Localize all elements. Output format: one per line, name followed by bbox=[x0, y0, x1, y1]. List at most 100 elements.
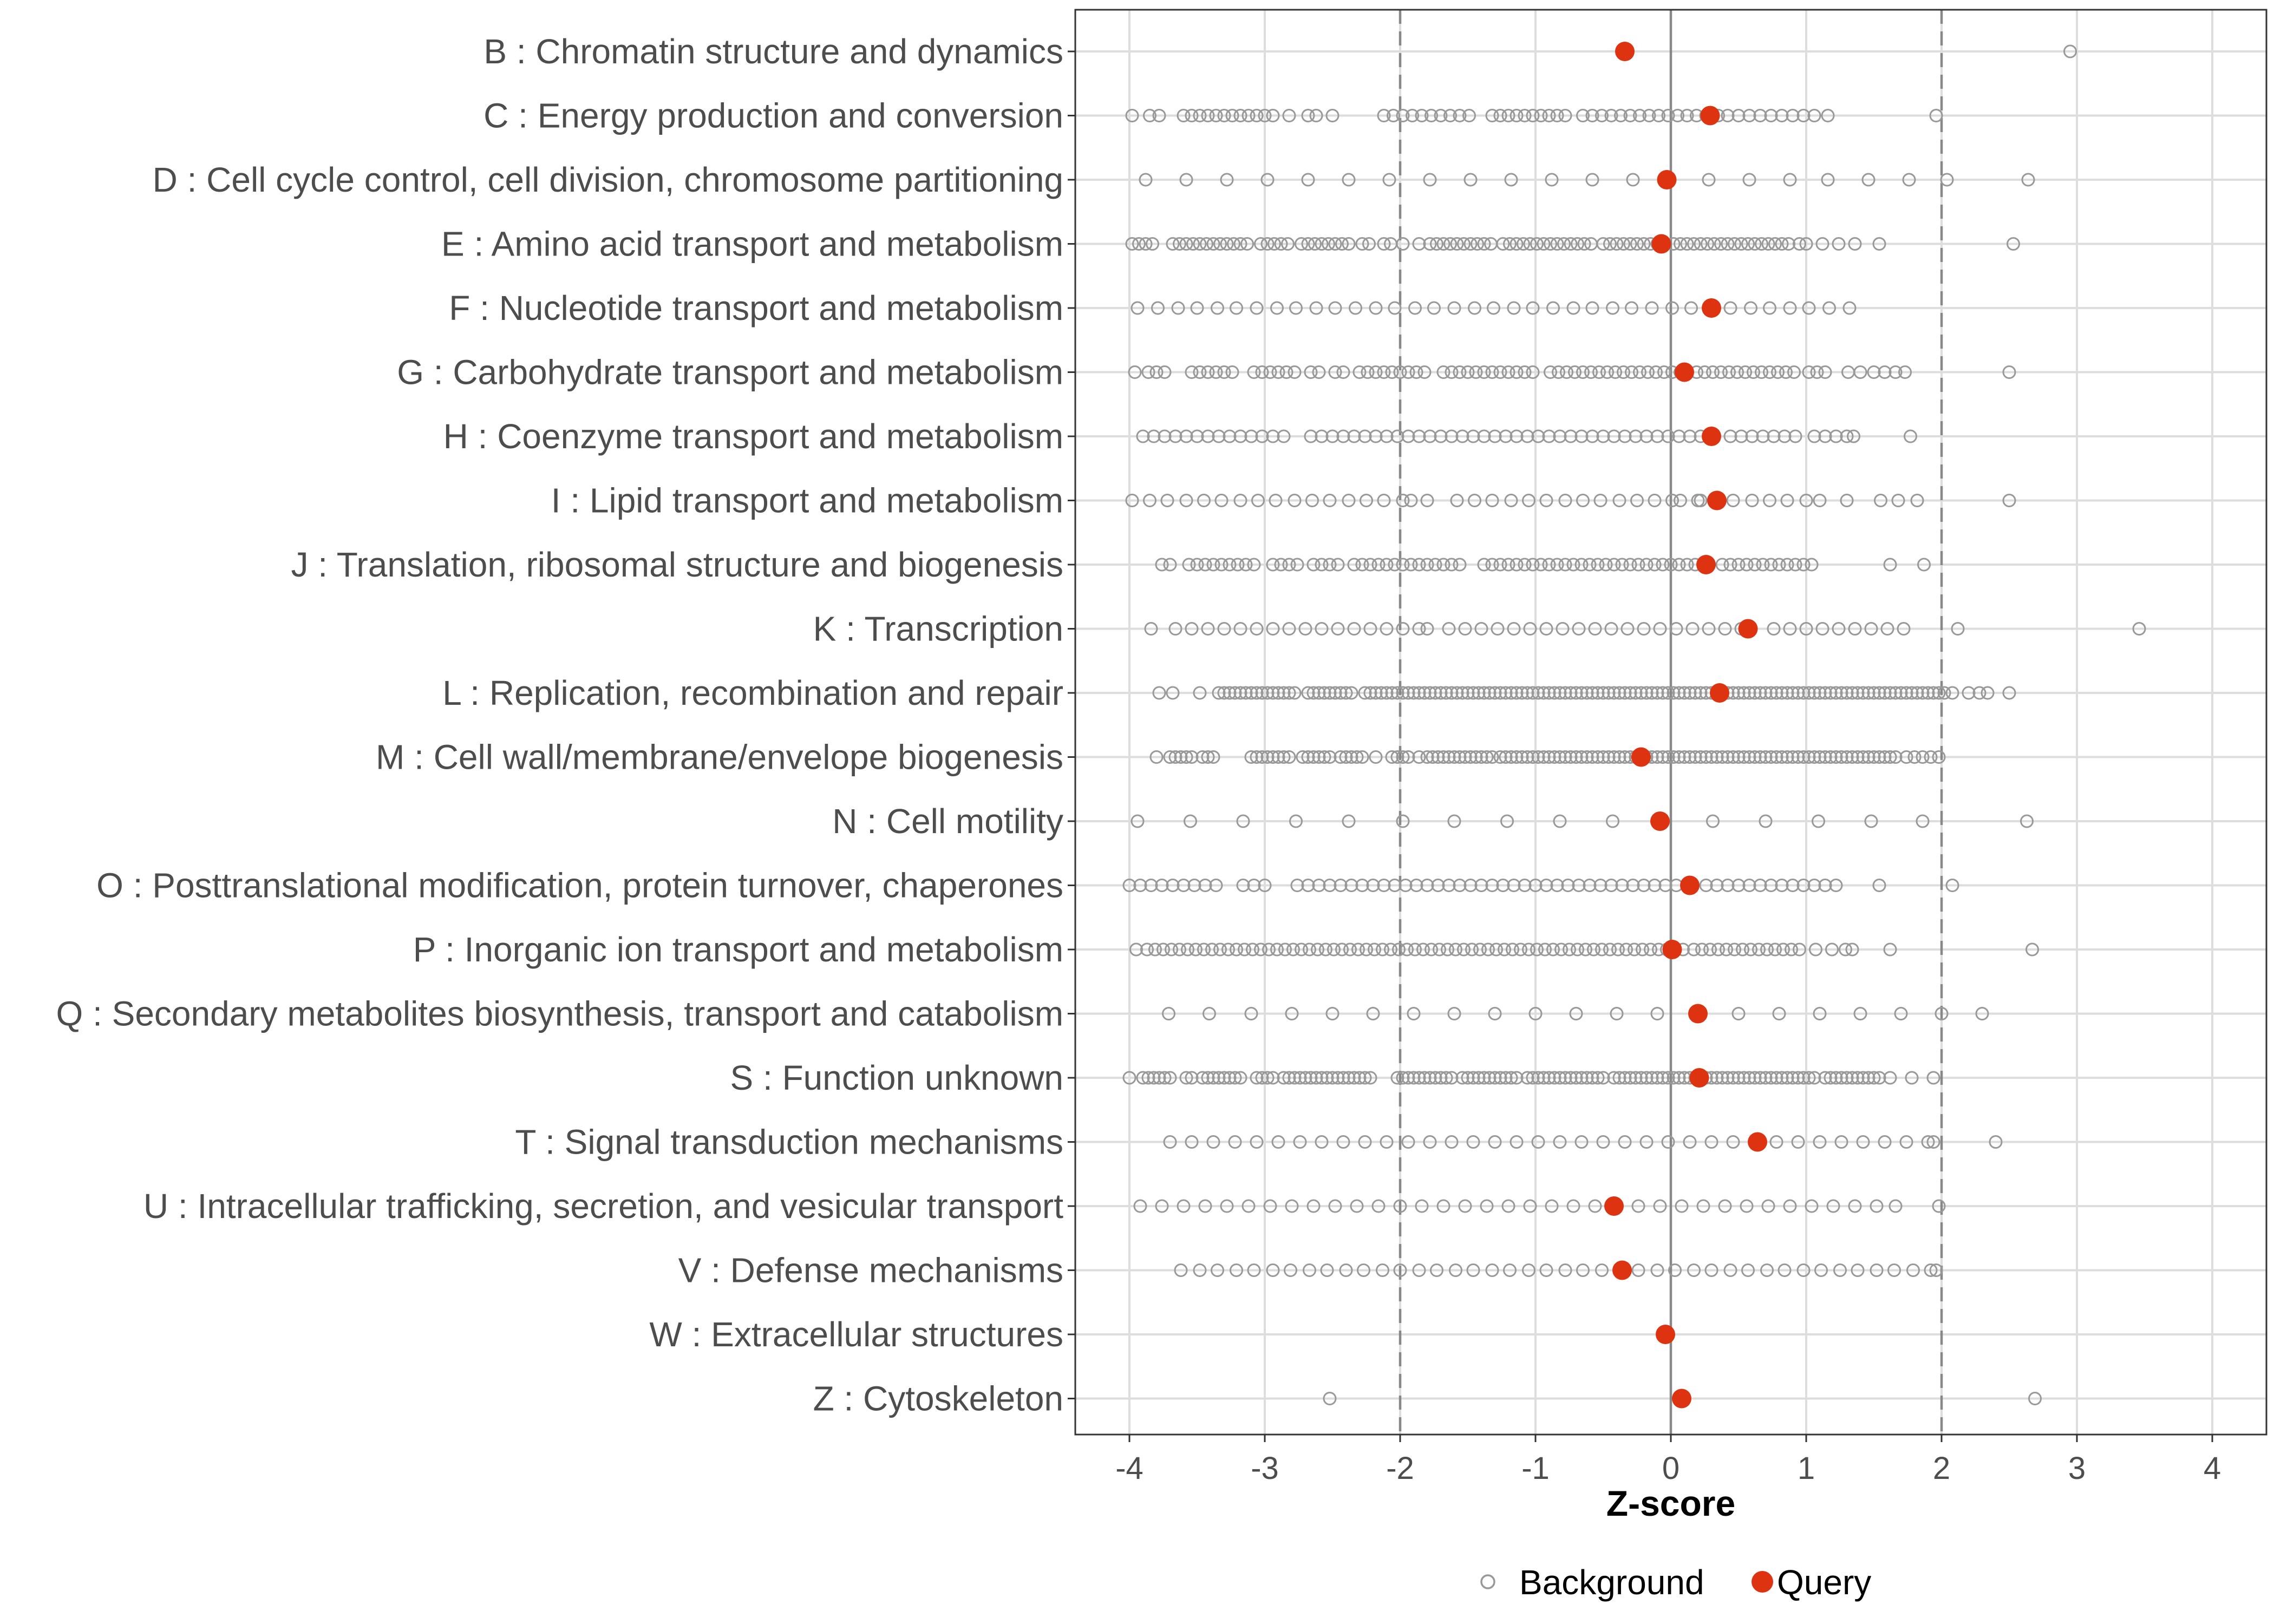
query-point bbox=[1631, 747, 1651, 767]
background-point bbox=[1786, 109, 1800, 122]
background-point bbox=[1929, 109, 1943, 122]
background-point bbox=[1143, 109, 1156, 122]
background-point bbox=[1344, 750, 1358, 764]
background-point bbox=[1344, 879, 1358, 892]
query-points bbox=[1604, 42, 1767, 1409]
background-point bbox=[1206, 1135, 1220, 1149]
background-point bbox=[1282, 109, 1296, 122]
background-point bbox=[1499, 429, 1513, 443]
background-point bbox=[1152, 1071, 1166, 1085]
x-axis-title: Z-score bbox=[1606, 1483, 1735, 1523]
background-point bbox=[1461, 686, 1475, 700]
background-point bbox=[1576, 365, 1590, 379]
background-point bbox=[1989, 1135, 2003, 1149]
background-point bbox=[1325, 1007, 1339, 1020]
background-point bbox=[1752, 942, 1766, 957]
background-point bbox=[1571, 942, 1584, 957]
background-point bbox=[1301, 237, 1315, 251]
background-point bbox=[1796, 109, 1811, 122]
background-point bbox=[1258, 879, 1272, 892]
background-point bbox=[1493, 109, 1507, 122]
background-point bbox=[1607, 429, 1621, 443]
background-point bbox=[1174, 750, 1188, 764]
background-point bbox=[1271, 750, 1285, 764]
background-point bbox=[1531, 686, 1545, 700]
query-point bbox=[1748, 1132, 1767, 1152]
background-point bbox=[1537, 686, 1551, 700]
background-point bbox=[1785, 942, 1798, 957]
background-point bbox=[1883, 750, 1897, 764]
background-point bbox=[1761, 1199, 1775, 1213]
background-point bbox=[1745, 494, 1759, 507]
background-point bbox=[1910, 686, 1924, 700]
background-point bbox=[1179, 494, 1193, 507]
background-point bbox=[1571, 237, 1584, 251]
background-point bbox=[1304, 429, 1318, 443]
background-point bbox=[1260, 686, 1275, 700]
background-point bbox=[1656, 686, 1670, 700]
background-point bbox=[1520, 1071, 1534, 1085]
background-point bbox=[1574, 1071, 1589, 1085]
background-point bbox=[1377, 494, 1391, 507]
background-point bbox=[1151, 301, 1165, 315]
background-point bbox=[1580, 1071, 1594, 1085]
background-point bbox=[1281, 237, 1295, 251]
query-point bbox=[1604, 1196, 1624, 1216]
background-point bbox=[1580, 686, 1594, 700]
background-point bbox=[1748, 1071, 1762, 1085]
background-point bbox=[1360, 942, 1373, 957]
background-point bbox=[1897, 622, 1911, 636]
background-point bbox=[1358, 1135, 1372, 1149]
background-point bbox=[1813, 1007, 1827, 1020]
background-point bbox=[1277, 429, 1291, 443]
background-point bbox=[1769, 1071, 1783, 1085]
background-point bbox=[1672, 1071, 1686, 1085]
background-point bbox=[1247, 365, 1261, 379]
background-point bbox=[1158, 1071, 1172, 1085]
background-point bbox=[1824, 750, 1838, 764]
background-point bbox=[1380, 686, 1394, 700]
background-point bbox=[1610, 237, 1624, 251]
background-point bbox=[1228, 1071, 1242, 1085]
background-point bbox=[1211, 1263, 1224, 1277]
background-point bbox=[1255, 686, 1269, 700]
background-point bbox=[1731, 750, 1746, 764]
background-point bbox=[1146, 237, 1159, 251]
background-point bbox=[1412, 429, 1426, 443]
background-point bbox=[1260, 237, 1275, 251]
background-point bbox=[1415, 1199, 1429, 1213]
background-point bbox=[1447, 750, 1461, 764]
background-point bbox=[1683, 429, 1697, 443]
background-point bbox=[1595, 942, 1609, 957]
background-point bbox=[1563, 942, 1576, 957]
x-tick-label: 4 bbox=[2204, 1451, 2221, 1486]
background-point bbox=[1201, 1071, 1215, 1085]
background-point bbox=[1894, 1007, 1908, 1020]
background-point bbox=[1328, 1199, 1342, 1213]
background-point bbox=[1907, 750, 1922, 764]
background-point bbox=[1461, 1071, 1475, 1085]
background-point bbox=[1328, 301, 1342, 315]
background-point bbox=[1672, 558, 1686, 572]
background-point bbox=[1607, 750, 1621, 764]
background-point bbox=[1499, 686, 1513, 700]
background-point bbox=[1853, 1007, 1867, 1020]
background-point bbox=[1726, 494, 1740, 507]
background-point bbox=[1274, 558, 1288, 572]
background-point bbox=[1250, 622, 1264, 636]
background-point bbox=[1186, 237, 1200, 251]
background-point bbox=[1506, 942, 1519, 957]
background-point bbox=[1352, 365, 1367, 379]
background-point bbox=[1501, 558, 1515, 572]
background-point bbox=[1841, 365, 1855, 379]
background-point bbox=[1595, 1263, 1609, 1277]
background-point bbox=[1898, 365, 1912, 379]
background-point bbox=[1737, 686, 1751, 700]
background-point bbox=[1935, 1007, 1949, 1020]
background-point bbox=[1412, 622, 1426, 636]
background-point bbox=[1306, 686, 1321, 700]
background-point bbox=[1477, 1071, 1491, 1085]
background-point bbox=[1878, 750, 1892, 764]
background-point bbox=[1189, 942, 1203, 957]
query-point bbox=[1688, 1004, 1708, 1024]
